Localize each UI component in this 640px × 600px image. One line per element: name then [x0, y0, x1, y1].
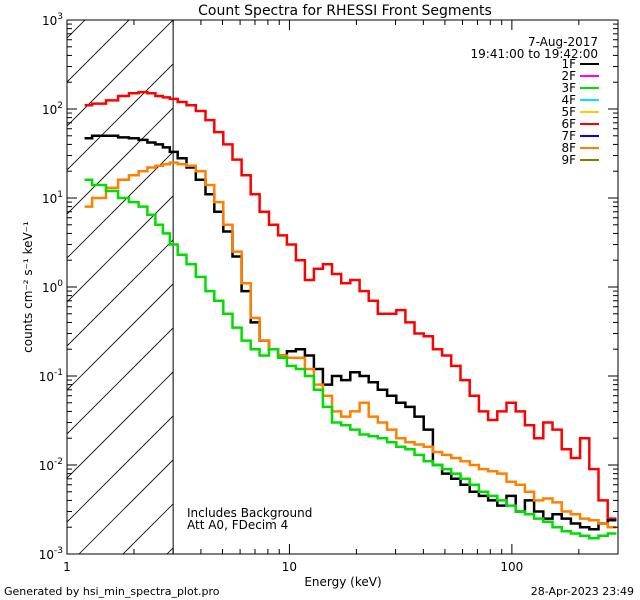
hatch-line	[67, 20, 86, 39]
hatched-background-region	[67, 20, 174, 554]
footer-timestamp: 28-Apr-2023 23:49	[531, 585, 634, 598]
hatch-line	[67, 239, 174, 347]
hatch-line	[67, 371, 174, 479]
plot-frame	[66, 19, 619, 555]
series-8f-line	[84, 161, 617, 529]
x-tick-label: 10	[282, 560, 297, 574]
legend-label-2f: 2F	[561, 69, 576, 83]
hatch-line	[67, 20, 174, 127]
series-1f-line	[84, 134, 617, 531]
y-tick-label: 101	[42, 190, 63, 206]
series-group	[84, 90, 617, 540]
x-axis-label: Energy (keV)	[304, 575, 381, 589]
y-tick-label: 102	[42, 101, 63, 117]
legend-label-5f: 5F	[561, 105, 576, 119]
y-tick-label: 103	[42, 12, 63, 28]
hatch-line	[67, 415, 174, 523]
hatch-line	[78, 459, 174, 554]
y-tick-exponent: -2	[54, 457, 63, 467]
y-axis-label: counts cm⁻² s⁻¹ keV⁻¹	[21, 221, 35, 353]
legend-label-8f: 8F	[561, 141, 576, 155]
hatch-line	[67, 327, 174, 435]
hatch-line	[67, 283, 174, 391]
legend-label-6f: 6F	[561, 117, 576, 131]
hatch-line	[67, 195, 174, 303]
footer-generated-by: Generated by hsi_min_spectra_plot.pro	[4, 585, 220, 598]
series-3f-line	[84, 178, 617, 540]
y-tick-exponent: -3	[54, 546, 63, 556]
annotation-attenuator: Att A0, FDecim 4	[187, 518, 288, 532]
y-tick-label: 100	[42, 279, 63, 295]
x-tick-label: 1	[63, 560, 71, 574]
hatch-line	[67, 63, 174, 171]
y-tick-label: 10-3	[39, 546, 63, 562]
legend-label-9f: 9F	[561, 153, 576, 167]
y-tick-label: 10-2	[39, 457, 63, 473]
legend-label-4f: 4F	[561, 93, 576, 107]
x-tick-label: 100	[500, 560, 523, 574]
legend-label-1f: 1F	[561, 57, 576, 71]
y-tick-exponent: -1	[54, 368, 63, 378]
chart-title: Count Spectra for RHESSI Front Segments	[198, 3, 492, 19]
date-label: 7-Aug-2017	[528, 35, 598, 49]
time-range-label: 19:41:00 to 19:42:00	[471, 47, 598, 61]
y-tick-exponent: 0	[57, 279, 63, 289]
y-tick-label: 10-1	[39, 368, 63, 384]
y-tick-exponent: 1	[57, 190, 63, 200]
y-tick-exponent: 3	[57, 12, 63, 22]
y-tick-exponent: 2	[57, 101, 63, 111]
legend-label-7f: 7F	[561, 129, 576, 143]
legend-label-3f: 3F	[561, 81, 576, 95]
series-6f-line	[84, 90, 617, 520]
annotation-background: Includes Background	[187, 506, 312, 520]
